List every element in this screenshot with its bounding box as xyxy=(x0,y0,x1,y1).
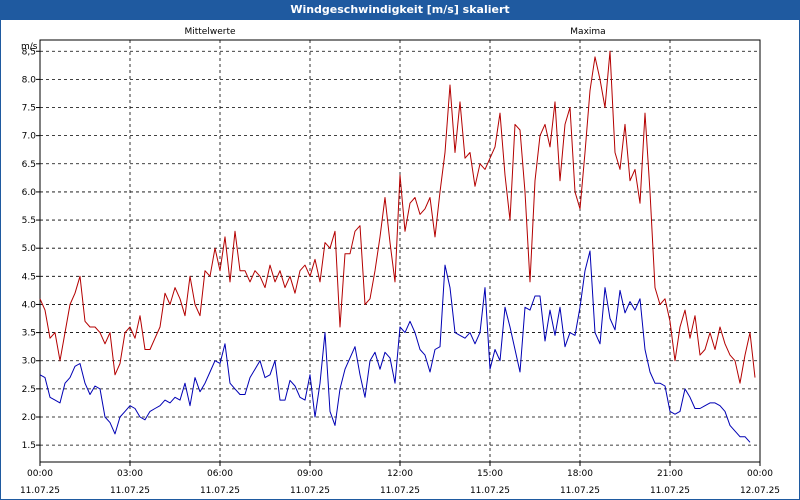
y-tick-label: 7.5 xyxy=(22,104,36,114)
x-tick-date: 11.07.25 xyxy=(290,486,330,496)
y-tick-label: 4.5 xyxy=(22,272,36,282)
x-tick-time: 12:00 xyxy=(387,469,413,479)
x-tick-date: 11.07.25 xyxy=(380,486,420,496)
x-axis: 00:00 11.07.25 03:00 11.07.25 06:00 11.07.25 0… xyxy=(20,462,780,496)
y-tick-label: 4.0 xyxy=(22,300,37,310)
x-tick-time: 06:00 xyxy=(207,469,233,479)
y-tick-label: 7.0 xyxy=(22,132,37,142)
x-tick-date: 11.07.25 xyxy=(470,486,510,496)
x-tick-time: 00:00 xyxy=(747,469,773,479)
y-tick-label: 3.5 xyxy=(22,329,36,339)
x-tick-date: 11.07.25 xyxy=(560,486,600,496)
y-tick-label: 6.0 xyxy=(22,188,37,198)
series-line-mittelwerte xyxy=(39,250,751,443)
x-tick-time: 21:00 xyxy=(657,469,683,479)
x-tick-date: 11.07.25 xyxy=(200,486,240,496)
x-tick-time: 18:00 xyxy=(567,469,593,479)
y-axis-unit: m/s xyxy=(21,42,38,52)
y-tick-label: 1.5 xyxy=(22,441,36,451)
x-tick-date: 11.07.25 xyxy=(20,486,60,496)
y-tick-label: 2.5 xyxy=(22,385,36,395)
y-tick-label: 8,5 xyxy=(22,47,36,57)
legend-maxima: Maxima xyxy=(570,27,605,37)
x-tick-time: 03:00 xyxy=(117,469,143,479)
x-tick-time: 15:00 xyxy=(477,469,503,479)
y-tick-label: 5.0 xyxy=(22,244,37,254)
x-tick-time: 00:00 xyxy=(27,469,53,479)
x-tick-date: 11.07.25 xyxy=(650,486,690,496)
legend: Mittelwerte Maxima xyxy=(184,27,605,37)
y-tick-label: 3.0 xyxy=(22,357,37,367)
legend-mittelwerte: Mittelwerte xyxy=(184,27,235,37)
x-tick-time: 09:00 xyxy=(297,469,323,479)
y-tick-label: 6.5 xyxy=(22,160,36,170)
y-tick-label: 2.0 xyxy=(22,413,37,423)
x-tick-date: 12.07.25 xyxy=(740,486,780,496)
y-axis: m/s 1.5 2.0 2.5 3.0 3.5 4.0 4.5 5.0 5.5 6.0 6.5 7.0… xyxy=(21,42,40,451)
x-tick-date: 11.07.25 xyxy=(110,486,150,496)
y-tick-label: 5.5 xyxy=(22,216,36,226)
y-tick-label: 8.0 xyxy=(22,75,37,85)
series-line-maxima xyxy=(39,50,756,384)
series-lines xyxy=(39,50,756,443)
window-title: Windgeschwindigkeit [m/s] skaliert xyxy=(0,0,800,19)
